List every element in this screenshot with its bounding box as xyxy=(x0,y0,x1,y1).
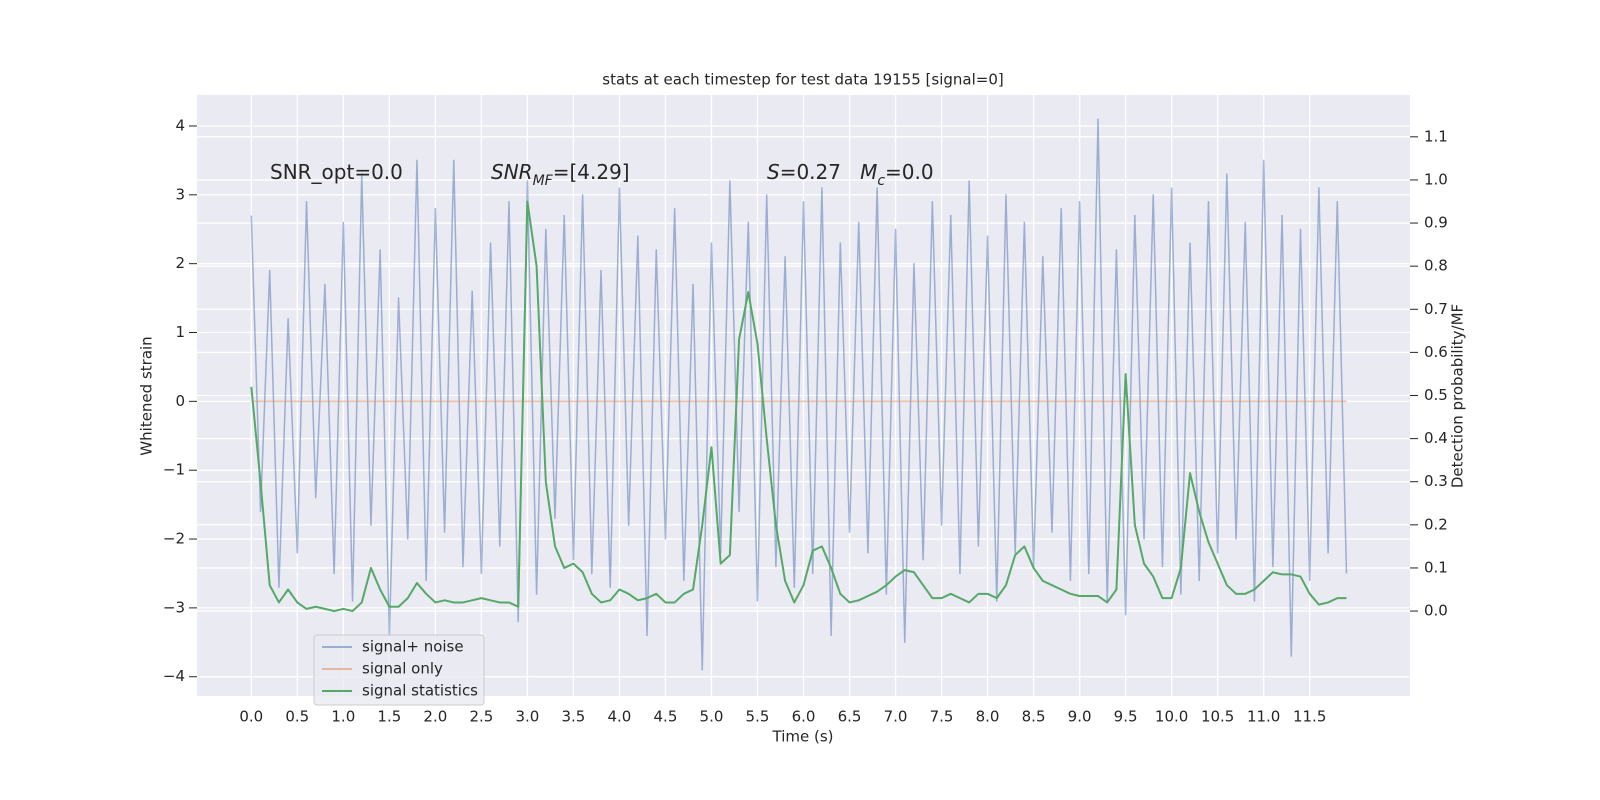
y2-tick-label: 0.0 xyxy=(1424,602,1448,620)
x-tick-label: 0.5 xyxy=(285,708,309,726)
annotation-part: S xyxy=(767,160,780,184)
y2-axis-label: Detection probability/MF xyxy=(1449,304,1467,488)
annotation: SNR_opt=0.0 xyxy=(270,160,403,184)
annotation-part: =[4.29] xyxy=(553,160,630,184)
x-tick-label: 3.0 xyxy=(515,708,539,726)
annotation-part: M xyxy=(860,160,877,184)
x-tick-label: 1.5 xyxy=(377,708,401,726)
legend-label: signal only xyxy=(362,660,443,678)
y2-tick-label: 0.3 xyxy=(1424,472,1448,490)
x-axis-label: Time (s) xyxy=(772,728,834,746)
x-tick-label: 0.0 xyxy=(239,708,263,726)
chart-title: stats at each timestep for test data 191… xyxy=(602,71,1003,89)
x-tick-label: 11.0 xyxy=(1247,708,1280,726)
x-tick-label: 6.0 xyxy=(792,708,816,726)
x-tick-label: 5.5 xyxy=(746,708,770,726)
x-tick-label: 2.5 xyxy=(469,708,493,726)
y-tick-label: −2 xyxy=(163,530,185,548)
annotation-part: SNR_opt=0.0 xyxy=(270,160,403,184)
annotation-part: SNR xyxy=(491,160,533,184)
y-tick-label: 2 xyxy=(175,254,185,272)
y2-tick-label: 0.7 xyxy=(1424,300,1448,318)
x-tick-label: 7.5 xyxy=(930,708,954,726)
x-tick-label: 4.0 xyxy=(608,708,632,726)
y-tick-label: 0 xyxy=(175,392,185,410)
y-tick-label: −1 xyxy=(163,461,185,479)
y2-tick-label: 0.4 xyxy=(1424,429,1448,447)
annotation-part: c xyxy=(877,173,885,189)
x-tick-label: 2.0 xyxy=(423,708,447,726)
x-tick-label: 1.0 xyxy=(331,708,355,726)
legend-label: signal+ noise xyxy=(362,638,464,656)
y2-tick-label: 0.8 xyxy=(1424,257,1448,275)
y-tick-label: 1 xyxy=(175,323,185,341)
annotation-part: =0.27 xyxy=(780,160,860,184)
x-tick-label: 10.0 xyxy=(1155,708,1188,726)
series-line xyxy=(250,118,1348,671)
annotation-part: MF xyxy=(533,173,554,189)
y-tick-label: 4 xyxy=(175,116,185,134)
x-tick-label: 10.5 xyxy=(1201,708,1234,726)
y2-tick-label: 0.9 xyxy=(1424,214,1448,232)
y-tick-label: −4 xyxy=(163,667,185,685)
x-tick-label: 5.0 xyxy=(700,708,724,726)
y2-tick-label: 0.1 xyxy=(1424,558,1448,576)
y-tick-label: 3 xyxy=(175,185,185,203)
annotation-part: =0.0 xyxy=(885,160,934,184)
x-tick-label: 8.5 xyxy=(1022,708,1046,726)
y2-tick-label: 0.6 xyxy=(1424,343,1448,361)
x-tick-label: 8.0 xyxy=(976,708,1000,726)
x-tick-label: 4.5 xyxy=(654,708,678,726)
y-axis-label: Whitened strain xyxy=(138,336,156,455)
x-tick-label: 11.5 xyxy=(1293,708,1326,726)
y2-tick-label: 1.1 xyxy=(1424,127,1448,145)
x-tick-label: 9.5 xyxy=(1114,708,1138,726)
x-tick-label: 3.5 xyxy=(561,708,585,726)
y2-tick-label: 0.5 xyxy=(1424,386,1448,404)
x-tick-label: 6.5 xyxy=(838,708,862,726)
x-tick-label: 7.0 xyxy=(884,708,908,726)
legend-box xyxy=(313,634,485,706)
y2-tick-label: 0.2 xyxy=(1424,515,1448,533)
x-tick-label: 9.0 xyxy=(1068,708,1092,726)
y-tick-label: −3 xyxy=(163,598,185,616)
series-line xyxy=(250,200,1347,613)
legend-label: signal statistics xyxy=(362,682,478,700)
y2-tick-label: 1.0 xyxy=(1424,170,1448,188)
annotation: SNRMF=[4.29] xyxy=(491,160,630,190)
annotation: S=0.27 Mc=0.0 xyxy=(767,160,934,190)
